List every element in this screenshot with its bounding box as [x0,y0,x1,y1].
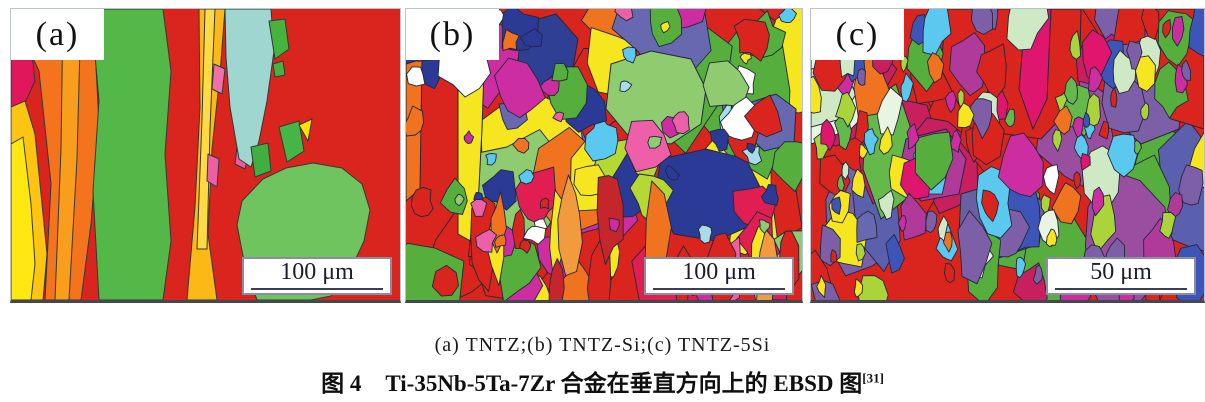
figure-title: Ti-35Nb-5Ta-7Zr 合金在垂直方向上的 EBSD 图 [385,371,863,396]
panel-b: (b) 100 μm [405,8,803,303]
panel-b-label-text: (b) [429,15,476,53]
panel-c: (c) 50 μm [810,8,1205,303]
panel-c-label-text: (c) [835,15,880,53]
panel-a-label: (a) [11,9,104,60]
panel-a-scale-text: 100 μm [280,259,354,285]
panel-a: (a) 100 μm [10,8,401,303]
ebsd-map-a [11,9,400,300]
figure-caption: 图 4 Ti-35Nb-5Ta-7Zr 合金在垂直方向上的 EBSD 图[31] [0,364,1205,398]
figure-number: 图 4 [321,371,362,396]
ebsd-map-b [406,9,802,300]
panel-b-scale-text: 100 μm [682,259,756,285]
panel-a-label-text: (a) [35,15,80,53]
panel-a-scale-line [251,288,383,290]
panel-c-label: (c) [811,9,904,60]
panel-c-scalebar: 50 μm [1046,257,1196,295]
caption-subtitle: (a) TNTZ;(b) TNTZ-Si;(c) TNTZ-5Si [434,334,771,356]
panel-c-scale-line [1055,288,1187,290]
panel-b-label: (b) [406,9,499,60]
panel-c-scale-text: 50 μm [1090,259,1152,285]
figure-reference: [31] [862,370,884,386]
panel-b-scale-line [653,288,785,290]
panel-b-scalebar: 100 μm [644,257,794,295]
panel-a-scalebar: 100 μm [242,257,392,295]
